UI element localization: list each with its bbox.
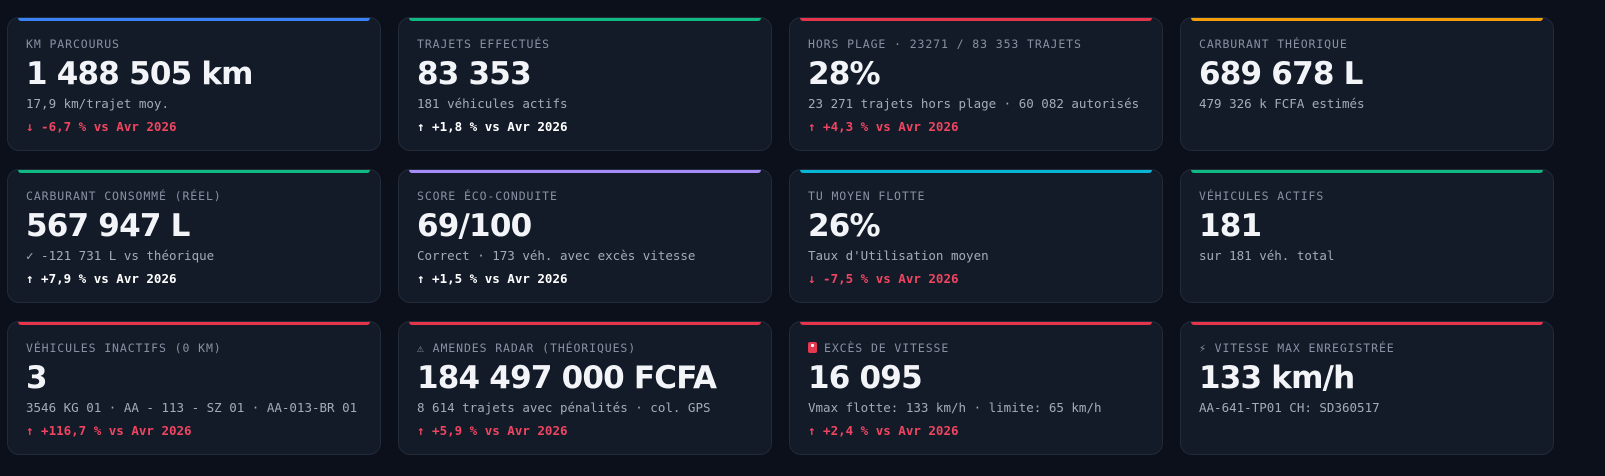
accent-bar xyxy=(18,18,370,21)
kpi-sub: AA-641-TP01 CH: SD360517 xyxy=(1199,400,1380,415)
kpi-label: ⚡ VITESSE MAX ENREGISTRÉE xyxy=(1199,341,1395,355)
kpi-label: SCORE ÉCO-CONDUITE xyxy=(417,189,558,203)
accent-bar xyxy=(1191,170,1543,173)
kpi-value: 83 353 xyxy=(417,56,532,92)
accent-bar xyxy=(409,322,761,325)
kpi-label: ⚠ AMENDES RADAR (THÉORIQUES) xyxy=(417,341,637,355)
kpi-value: 184 497 000 FCFA xyxy=(417,360,717,396)
kpi-card-score-eco: SCORE ÉCO-CONDUITE 69/100 Correct · 173 … xyxy=(398,169,772,303)
kpi-sub: sur 181 véh. total xyxy=(1199,248,1335,263)
kpi-sub: Vmax flotte: 133 km/h · limite: 65 km/h xyxy=(808,400,1102,415)
kpi-sub: 181 véhicules actifs xyxy=(417,96,568,111)
kpi-value: 3 xyxy=(26,360,48,396)
kpi-sub: Correct · 173 véh. avec excès vitesse xyxy=(417,248,696,263)
kpi-value: 133 km/h xyxy=(1199,360,1355,396)
kpi-trend: ↑ +7,9 % vs Avr 2026 xyxy=(26,271,177,286)
kpi-card-vehicules-actifs: VÉHICULES ACTIFS 181 sur 181 véh. total xyxy=(1180,169,1554,303)
kpi-grid: KM PARCOURUS 1 488 505 km 17,9 km/trajet… xyxy=(7,17,1554,455)
kpi-card-carburant-consomme: CARBURANT CONSOMMÉ (RÉEL) 567 947 L ✓ -1… xyxy=(7,169,381,303)
kpi-card-km-parcourus: KM PARCOURUS 1 488 505 km 17,9 km/trajet… xyxy=(7,17,381,151)
accent-bar xyxy=(800,18,1152,21)
kpi-label: KM PARCOURUS xyxy=(26,37,120,51)
accent-bar xyxy=(1191,18,1543,21)
kpi-value: 16 095 xyxy=(808,360,923,396)
accent-bar xyxy=(800,322,1152,325)
kpi-sub: 17,9 km/trajet moy. xyxy=(26,96,169,111)
kpi-card-carburant-theorique: CARBURANT THÉORIQUE 689 678 L 479 326 k … xyxy=(1180,17,1554,151)
kpi-card-vehicules-inactifs: VÉHICULES INACTIFS (0 KM) 3 3546 KG 01 ·… xyxy=(7,321,381,455)
kpi-value: 567 947 L xyxy=(26,208,190,244)
kpi-label: VÉHICULES INACTIFS (0 KM) xyxy=(26,341,222,355)
kpi-sub: 479 326 k FCFA estimés xyxy=(1199,96,1365,111)
kpi-trend: ↑ +1,5 % vs Avr 2026 xyxy=(417,271,568,286)
kpi-value: 26% xyxy=(808,208,881,244)
kpi-label: EXCÈS DE VITESSE xyxy=(824,341,950,355)
kpi-trend: ↑ +1,8 % vs Avr 2026 xyxy=(417,119,568,134)
kpi-sub: 3546 KG 01 · AA - 113 - SZ 01 · AA-013-B… xyxy=(26,400,358,415)
kpi-sub: 8 614 trajets avec pénalités · col. GPS xyxy=(417,400,711,415)
kpi-label: HORS PLAGE · 23271 / 83 353 TRAJETS xyxy=(808,37,1082,51)
kpi-label: CARBURANT CONSOMMÉ (RÉEL) xyxy=(26,189,222,203)
accent-bar xyxy=(409,170,761,173)
kpi-card-trajets: TRAJETS EFFECTUÉS 83 353 181 véhicules a… xyxy=(398,17,772,151)
kpi-value: 181 xyxy=(1199,208,1262,244)
kpi-trend: ↑ +4,3 % vs Avr 2026 xyxy=(808,119,959,134)
kpi-label: CARBURANT THÉORIQUE xyxy=(1199,37,1348,51)
kpi-value: 28% xyxy=(808,56,881,92)
kpi-card-amendes-radar: ⚠ AMENDES RADAR (THÉORIQUES) 184 497 000… xyxy=(398,321,772,455)
kpi-label: TU MOYEN FLOTTE xyxy=(808,189,926,203)
kpi-card-vitesse-max: ⚡ VITESSE MAX ENREGISTRÉE 133 km/h AA-64… xyxy=(1180,321,1554,455)
kpi-label: VÉHICULES ACTIFS xyxy=(1199,189,1325,203)
kpi-value: 1 488 505 km xyxy=(26,56,253,92)
fuel-pump-icon xyxy=(808,342,817,353)
accent-bar xyxy=(18,170,370,173)
kpi-trend: ↓ -7,5 % vs Avr 2026 xyxy=(808,271,959,286)
accent-bar xyxy=(18,322,370,325)
kpi-value: 69/100 xyxy=(417,208,532,244)
kpi-trend: ↑ +116,7 % vs Avr 2026 xyxy=(26,423,192,438)
kpi-trend: ↓ -6,7 % vs Avr 2026 xyxy=(26,119,177,134)
accent-bar xyxy=(800,170,1152,173)
kpi-value: 689 678 L xyxy=(1199,56,1363,92)
kpi-trend: ↑ +5,9 % vs Avr 2026 xyxy=(417,423,568,438)
accent-bar xyxy=(1191,322,1543,325)
kpi-sub: 23 271 trajets hors plage · 60 082 autor… xyxy=(808,96,1140,111)
kpi-label-row: EXCÈS DE VITESSE xyxy=(808,341,1144,355)
accent-bar xyxy=(409,18,761,21)
kpi-sub: ✓ -121 731 L vs théorique xyxy=(26,248,215,263)
kpi-card-hors-plage: HORS PLAGE · 23271 / 83 353 TRAJETS 28% … xyxy=(789,17,1163,151)
kpi-card-exces-vitesse: EXCÈS DE VITESSE 16 095 Vmax flotte: 133… xyxy=(789,321,1163,455)
kpi-card-tu-moyen: TU MOYEN FLOTTE 26% Taux d'Utilisation m… xyxy=(789,169,1163,303)
kpi-sub: Taux d'Utilisation moyen xyxy=(808,248,989,263)
kpi-trend: ↑ +2,4 % vs Avr 2026 xyxy=(808,423,959,438)
kpi-label: TRAJETS EFFECTUÉS xyxy=(417,37,551,51)
